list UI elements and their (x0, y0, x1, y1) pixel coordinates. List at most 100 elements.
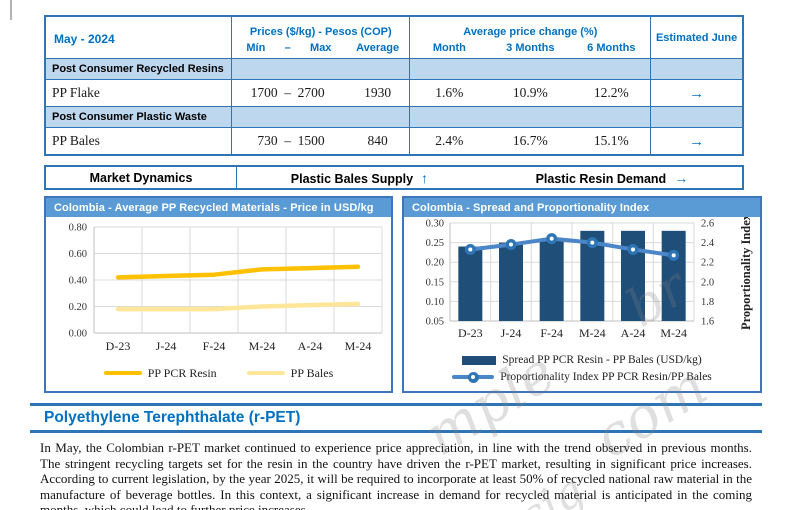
spread-chart-legend: Spread PP PCR Resin - PP Bales (USD/kg) P… (404, 352, 760, 385)
svg-text:J-24: J-24 (501, 326, 522, 340)
estimated-trend-arrow-icon: → (650, 79, 743, 107)
svg-text:2.4: 2.4 (701, 238, 715, 249)
line-chart-svg: 0.00 0.20 0.40 0.60 0.80 D-23 J-24 F-24 M-24 A-24… (69, 223, 383, 353)
svg-text:0.15: 0.15 (426, 277, 444, 288)
svg-text:F-24: F-24 (203, 339, 226, 353)
three-month-change-cell: 10.9% (488, 79, 573, 107)
svg-text:2.2: 2.2 (701, 258, 714, 269)
month-header: Month (409, 38, 489, 59)
legend-bar-swatch (462, 355, 497, 365)
six-months-header: 6 Months (587, 42, 636, 54)
max-price-cell: 2700 (295, 79, 346, 107)
svg-text:0.25: 0.25 (426, 238, 444, 249)
table-row: Post Consumer Plastic Waste (45, 106, 743, 128)
market-dynamics-items: Plastic Bales Supply ↑ Plastic Resin Dema… (237, 167, 742, 188)
resin-demand-indicator: Plastic Resin Demand → (536, 170, 689, 186)
up-arrow-icon: ↑ (421, 169, 429, 186)
pp-price-line-chart: Colombia - Average PP Recycled Materials… (44, 196, 393, 393)
material-label: PP Flake (45, 79, 232, 107)
three-month-change-cell: 16.7% (488, 127, 573, 155)
legend-line-swatch (103, 371, 142, 375)
table-row: PP Flake 1700–2700 1930 1.6% 10.9% 12.2% → (45, 79, 743, 107)
svg-text:M-24: M-24 (249, 339, 276, 353)
svg-text:M-24: M-24 (660, 326, 687, 340)
svg-text:A-24: A-24 (298, 339, 323, 353)
svg-text:D-23: D-23 (106, 339, 131, 353)
section-label: Post Consumer Recycled Resins (45, 58, 232, 80)
pp-price-chart-title: Colombia - Average PP Recycled Materials… (46, 198, 391, 217)
period-label: May - 2024 (54, 32, 115, 46)
charts-row: Colombia - Average PP Recycled Materials… (44, 196, 792, 393)
max-price-cell: 1500 (295, 127, 346, 155)
legend-item-spread: Spread PP PCR Resin - PP Bales (USD/kg) (462, 352, 702, 368)
section-cell (409, 106, 651, 128)
resin-demand-label: Plastic Resin Demand (535, 171, 667, 186)
spread-chart-title: Colombia - Spread and Proportionality In… (404, 198, 760, 217)
max-header: Max (310, 42, 332, 54)
legend-line-swatch (246, 371, 285, 375)
svg-text:1.8: 1.8 (701, 297, 714, 308)
six-month-change-cell: 12.2% (572, 79, 651, 107)
three-months-header: 3 Months (506, 42, 555, 54)
svg-text:0.80: 0.80 (69, 223, 87, 234)
page-edge-artifact (10, 0, 12, 20)
table-row: PP Bales 730–1500 840 2.4% 16.7% 15.1% → (45, 127, 743, 155)
svg-text:M-24: M-24 (345, 339, 372, 353)
prices-group-header: Prices ($/kg) - Pesos (COP) (231, 16, 410, 38)
svg-text:1.6: 1.6 (701, 317, 714, 328)
svg-text:0.30: 0.30 (426, 219, 444, 230)
svg-text:0.20: 0.20 (69, 302, 87, 313)
min-header: Mín (231, 38, 280, 59)
svg-text:Proportionality Index: Proportionality Index (739, 217, 753, 330)
table-row: Post Consumer Recycled Resins (45, 58, 743, 80)
legend-item: PP Bales (246, 365, 333, 381)
svg-text:0.05: 0.05 (426, 317, 444, 328)
spread-chart-plot: 0.05 0.10 0.15 0.20 0.25 0.30 1.6 1.8 2.0 2.2 2.4 2… (404, 213, 760, 351)
price-table: May - 2024 Prices ($/kg) - Pesos (COP) A… (44, 15, 744, 156)
estimated-trend-arrow-icon: → (650, 127, 743, 155)
section-cell (650, 106, 743, 128)
combo-chart-svg: 0.05 0.10 0.15 0.20 0.25 0.30 1.6 1.8 2.0 2.2 2.4 2… (426, 213, 753, 340)
spread-combo-chart: Colombia - Spread and Proportionality In… (402, 196, 762, 393)
svg-text:M-24: M-24 (579, 326, 606, 340)
min-price-cell: 1700 (231, 79, 280, 107)
price-table-body: Post Consumer Recycled Resins PP Flake 170… (45, 58, 743, 155)
rpet-title: Polyethylene Terephthalate (r-PET) (44, 409, 301, 426)
section-cell (231, 106, 410, 128)
rpet-section: Polyethylene Terephthalate (r-PET) In Ma… (30, 403, 762, 510)
six-month-change-cell: 15.1% (572, 127, 651, 155)
svg-text:J-24: J-24 (156, 339, 177, 353)
market-dynamics-bar: Market Dynamics Plastic Bales Supply ↑ Pl… (44, 165, 744, 190)
right-arrow-icon: → (674, 169, 689, 186)
estimated-june-header: Estimated June (650, 16, 743, 59)
divider-rule-top (30, 403, 762, 406)
change-group-header: Average price change (%) (409, 16, 651, 38)
bales-supply-indicator: Plastic Bales Supply ↑ (291, 170, 428, 186)
svg-text:F-24: F-24 (540, 326, 563, 340)
svg-text:0.40: 0.40 (69, 276, 87, 287)
market-dynamics-title: Market Dynamics (46, 167, 237, 188)
dash-header: – (284, 42, 291, 54)
svg-text:2.6: 2.6 (701, 219, 714, 230)
svg-text:0.00: 0.00 (69, 329, 87, 340)
svg-text:2.0: 2.0 (701, 277, 714, 288)
average-price-cell: 840 (345, 127, 410, 155)
svg-text:A-24: A-24 (621, 326, 646, 340)
rpet-paragraph: In May, the Colombian r-PET market conti… (40, 440, 752, 510)
average-header: Average (356, 42, 400, 54)
divider-rule-bottom (30, 430, 762, 433)
min-price-cell: 730 (231, 127, 280, 155)
legend-item: PP PCR Resin (103, 365, 217, 381)
bales-supply-label: Plastic Bales Supply (290, 171, 414, 186)
pp-price-chart-legend: PP PCR Resin PP Bales (46, 365, 391, 381)
svg-text:D-23: D-23 (458, 326, 483, 340)
average-price-cell: 1930 (345, 79, 410, 107)
section-cell (409, 58, 651, 80)
svg-text:0.60: 0.60 (69, 249, 87, 260)
legend-line-marker-swatch (452, 371, 495, 383)
svg-text:0.10: 0.10 (426, 297, 444, 308)
dash-cell: – (279, 127, 296, 155)
section-cell (231, 58, 410, 80)
section-cell (650, 58, 743, 80)
